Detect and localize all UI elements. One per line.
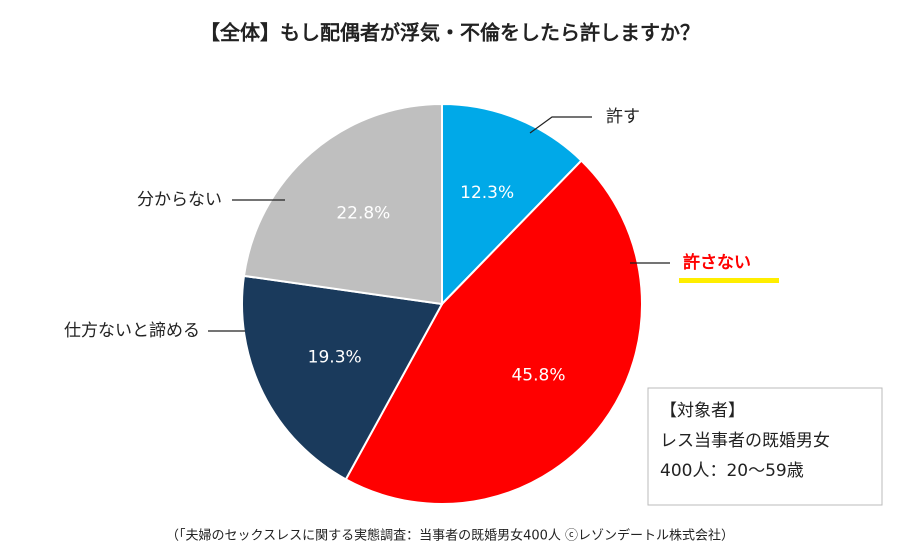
data-label: 22.8% [336, 203, 390, 223]
note-box [647, 387, 883, 506]
data-label: 19.3% [308, 348, 362, 368]
category-label: 分からない [137, 190, 222, 210]
pie-slice [241, 274, 444, 481]
category-label: 許す [606, 107, 640, 127]
note-line: 【対象者】 [660, 401, 745, 421]
source: （「夫婦のセックスレスに関する実態調査：当事者の既婚男女400人 ⓒレゾンデート… [166, 528, 734, 544]
data-label: 45.8% [511, 365, 565, 385]
data-label: 12.3% [460, 183, 514, 203]
note-line: レス当事者の既婚男女 [660, 431, 830, 451]
category-label: 許さない [683, 252, 751, 273]
chart-title: 【全体】もし配偶者が浮気・不倫をしたら許しますか？ [200, 21, 700, 45]
leader-line [529, 116, 592, 134]
highlight [679, 278, 779, 283]
pie-slice [344, 159, 643, 505]
pie-slice [441, 102, 583, 307]
note-line: 400人：20～59歳 [660, 461, 804, 481]
pie-slice [242, 102, 443, 306]
category-label: 仕方ないと諦める [64, 321, 200, 341]
